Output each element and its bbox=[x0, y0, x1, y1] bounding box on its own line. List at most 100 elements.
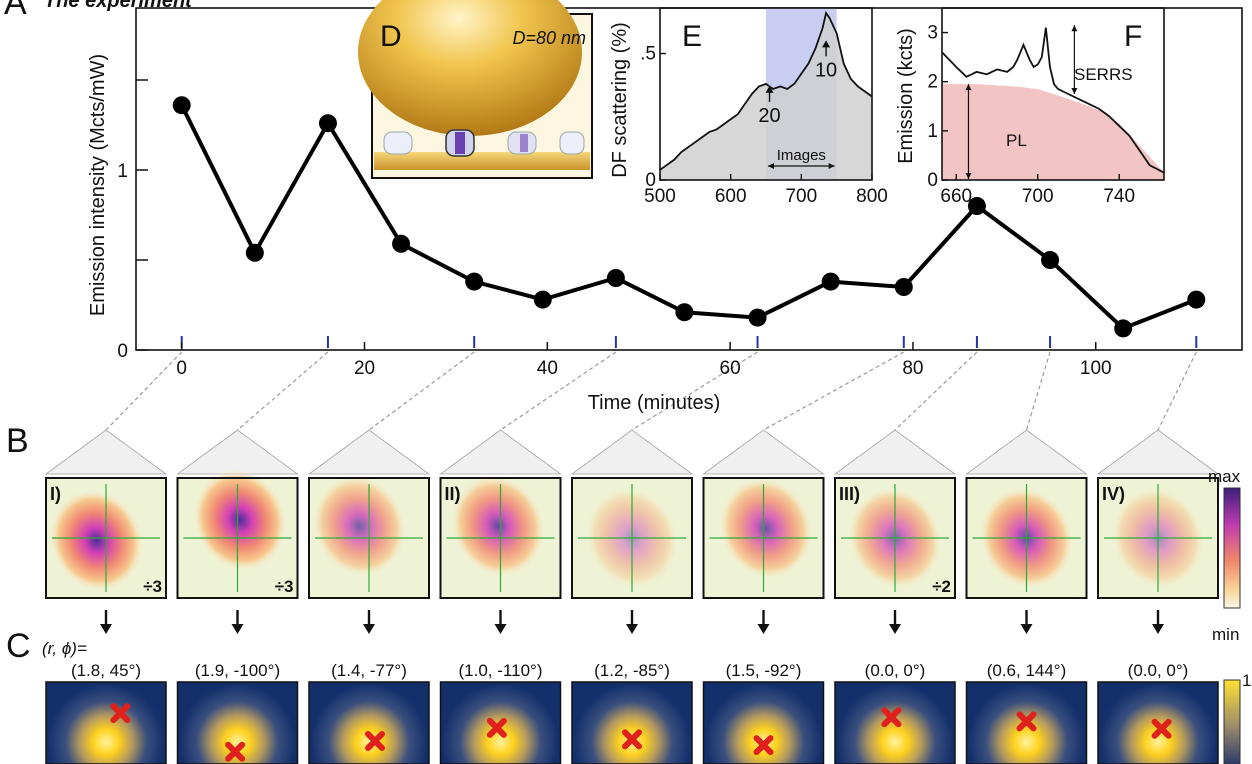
coord-header: (r, ϕ)= bbox=[42, 639, 87, 658]
panel-a-guide bbox=[368, 351, 475, 431]
row-b-down-arrowhead bbox=[626, 624, 638, 634]
row-b-connector bbox=[702, 429, 825, 475]
inset-e-band-label: Images bbox=[777, 147, 826, 164]
row-c-image-spot bbox=[574, 684, 690, 764]
row-b-image-spot bbox=[312, 475, 407, 577]
inset-f-ylabel: Emission (kcts) bbox=[895, 28, 917, 164]
row-b-roman-label: II) bbox=[445, 484, 461, 504]
row-b-connector bbox=[570, 429, 694, 475]
panel-a-ytick-label: 0 bbox=[117, 341, 128, 362]
panel-a-xlabel: Time (minutes) bbox=[588, 392, 721, 414]
row-c-coord-label: (1.4, -77°) bbox=[331, 661, 407, 680]
inset-f-pl-area bbox=[942, 84, 1164, 180]
panel-a-point bbox=[465, 272, 484, 291]
row-c-image bbox=[702, 681, 825, 764]
row-b-factor-label: ÷3 bbox=[143, 577, 162, 596]
row-c-colorbar-max: 1 bbox=[1242, 671, 1251, 690]
row-c-coord-label: (1.5, -92°) bbox=[726, 661, 802, 680]
panel-letter-c: C bbox=[6, 627, 31, 665]
row-c-image bbox=[834, 681, 956, 764]
panel-a-ylabel: Emission intensity (Mcts/mW) bbox=[87, 54, 109, 316]
row-c-cross-marker bbox=[622, 729, 642, 750]
row-b-image-spot bbox=[49, 489, 144, 592]
inset-f-ytick-label: 3 bbox=[927, 23, 938, 44]
row-b-down-arrowhead bbox=[1020, 624, 1033, 634]
row-c-image-frame bbox=[439, 681, 562, 764]
row-c-image bbox=[1097, 681, 1219, 764]
row-b-connector bbox=[307, 429, 431, 475]
row-c-images: (1.8, 45°) (1.9, -100°) (1.4, -77°) (1.0, -… bbox=[45, 661, 1219, 764]
row-c-image-spot bbox=[705, 684, 822, 764]
inset-e-area bbox=[660, 13, 872, 181]
row-c-image bbox=[45, 681, 167, 764]
row-b-image: I) ÷3 bbox=[45, 477, 167, 599]
row-b-image-frame bbox=[834, 477, 956, 599]
row-c-cross-marker bbox=[753, 735, 774, 756]
panel-a-point bbox=[967, 197, 986, 215]
panel-a-point bbox=[1114, 319, 1133, 338]
panel-a-point bbox=[748, 308, 767, 327]
row-c-image-frame bbox=[702, 681, 825, 764]
panel-a-xtick-label: 0 bbox=[176, 358, 187, 379]
panel-a-guide bbox=[631, 351, 758, 431]
row-b-image-spot bbox=[450, 475, 546, 577]
row-c-image-spot bbox=[48, 684, 164, 764]
row-b-connector bbox=[439, 429, 562, 475]
row-c-coord-label: (0.0, 0°) bbox=[865, 661, 926, 680]
panel-a-xtick-label: 100 bbox=[1080, 358, 1112, 379]
panel-a-guide bbox=[237, 351, 329, 431]
inset-f-chart: 660 700 740 0 1 2 3 F SERRS PL Emission (kcts) bbox=[895, 7, 1165, 207]
row-c-coord-label: (1.9, -100°) bbox=[195, 661, 280, 680]
row-b-connector bbox=[833, 429, 957, 475]
row-b-image bbox=[571, 477, 693, 599]
panel-a-guide bbox=[763, 351, 905, 431]
row-c-cross-marker bbox=[1016, 711, 1037, 732]
row-c-cross-marker bbox=[881, 707, 902, 728]
row-b-connector bbox=[965, 429, 1088, 475]
inset-f-label-pl: PL bbox=[1006, 131, 1027, 150]
row-b-image: II) bbox=[439, 475, 562, 599]
inset-e-annotation: 20 bbox=[758, 105, 780, 127]
inset-f-ticks: 660 700 740 0 1 2 3 bbox=[927, 23, 1135, 207]
row-b-down-arrowhead bbox=[757, 624, 770, 634]
panel-a-guide bbox=[1025, 351, 1051, 431]
row-b-roman-label: III) bbox=[839, 484, 860, 504]
panel-a-point bbox=[392, 234, 411, 253]
inset-e-xtick-label: 800 bbox=[856, 186, 888, 207]
row-b-image-spot bbox=[718, 477, 814, 580]
row-b-down-arrowhead bbox=[1152, 624, 1164, 634]
inset-e-annotation-arrowhead bbox=[822, 40, 831, 48]
panel-a-points bbox=[172, 96, 1206, 338]
panel-a-point bbox=[821, 272, 840, 291]
inset-f-arrows bbox=[965, 25, 1078, 179]
row-c-coord-label: (0.6, 144°) bbox=[987, 661, 1067, 680]
gold-nanoparticle bbox=[358, 0, 582, 136]
row-c-image bbox=[308, 681, 430, 764]
row-c-image-frame bbox=[1097, 681, 1219, 764]
row-b-image bbox=[965, 477, 1088, 599]
panel-a-point bbox=[318, 114, 337, 133]
row-b-image-frame bbox=[1097, 477, 1219, 599]
panel-a-point bbox=[1187, 290, 1206, 309]
row-c-cross-marker bbox=[1151, 718, 1172, 739]
row-b-down-arrowhead bbox=[231, 624, 244, 634]
row-c-image-frame bbox=[834, 681, 956, 764]
row-b-image-frame bbox=[439, 477, 562, 599]
row-b-image bbox=[702, 477, 825, 599]
inset-f-xtick-label: 740 bbox=[1103, 186, 1135, 207]
row-b-roman-label: I) bbox=[50, 484, 61, 504]
row-b-image: III) ÷2 bbox=[834, 477, 956, 599]
panel-a-xtick-label: 40 bbox=[537, 358, 558, 379]
row-c-cross-marker bbox=[225, 741, 246, 762]
inset-e-annotation-arrowhead bbox=[765, 85, 774, 93]
row-c-image-frame bbox=[965, 681, 1088, 764]
row-b-colorbar-max: max bbox=[1208, 467, 1241, 486]
inset-f-frame bbox=[941, 7, 1165, 181]
panel-a-xtick-label: 20 bbox=[354, 358, 375, 379]
inset-f-line bbox=[941, 27, 1165, 174]
inset-e-ytick-label: 0 bbox=[645, 170, 656, 191]
row-b-image-frame bbox=[571, 477, 693, 599]
